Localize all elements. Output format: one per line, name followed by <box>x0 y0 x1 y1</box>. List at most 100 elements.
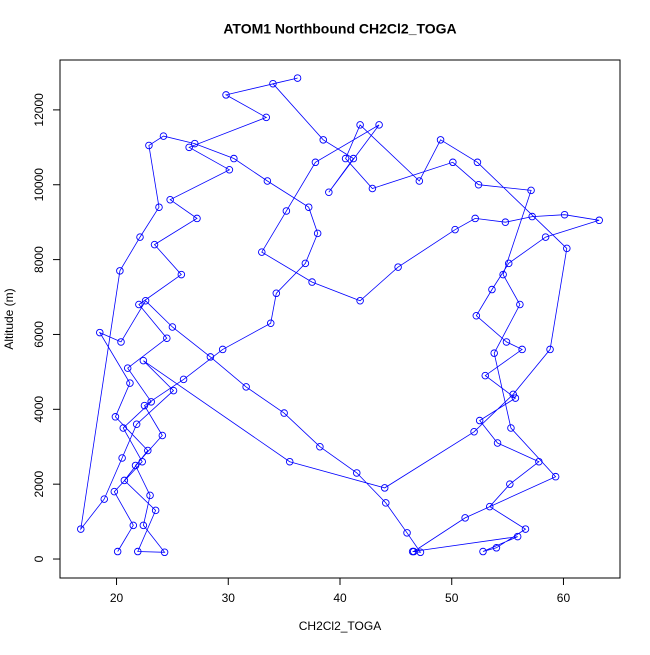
data-point <box>190 139 199 148</box>
data-point <box>316 442 324 451</box>
data-point <box>117 338 125 346</box>
data-point <box>319 136 327 144</box>
data-point <box>242 383 250 391</box>
data-point <box>151 506 160 515</box>
data-point <box>150 240 159 249</box>
data-point <box>516 300 524 309</box>
data-point <box>258 248 266 256</box>
chart-title: ATOM1 Northbound CH2Cl2_TOGA <box>223 21 456 37</box>
y-tick-label: 12000 <box>32 93 46 127</box>
y-tick-label: 0 <box>32 555 46 562</box>
data-point <box>436 136 445 144</box>
data-point <box>451 225 459 234</box>
data-point <box>206 353 215 361</box>
data-point <box>116 267 124 275</box>
data-point <box>546 345 554 354</box>
data-point <box>504 259 513 268</box>
data-point <box>262 113 271 122</box>
data-point <box>304 203 313 211</box>
data-point <box>492 544 501 552</box>
data-point <box>481 371 490 380</box>
data-point <box>218 345 227 354</box>
data-point <box>135 300 143 309</box>
y-tick-label: 6000 <box>32 321 46 348</box>
data-point <box>485 502 494 511</box>
x-axis-title: CH2Cl2_TOGA <box>299 619 381 633</box>
data-point <box>169 386 178 395</box>
data-point <box>120 476 129 485</box>
data-point <box>160 548 169 557</box>
y-tick-label: 8000 <box>32 246 46 273</box>
data-point <box>155 203 163 211</box>
data-point <box>266 319 275 327</box>
y-axis-title: Altitude (m) <box>2 288 16 349</box>
y-tick-label: 10000 <box>32 168 46 202</box>
data-point <box>473 158 482 167</box>
data-point <box>527 186 535 195</box>
data-point <box>521 525 530 533</box>
data-point <box>560 210 569 219</box>
data-point <box>282 207 291 215</box>
data-point <box>118 454 126 462</box>
data-point <box>308 278 316 286</box>
data-point <box>193 214 201 223</box>
data-point <box>166 195 174 204</box>
data-point <box>535 457 543 466</box>
data-point <box>449 158 457 167</box>
data-point <box>499 270 507 279</box>
data-point <box>375 121 383 129</box>
data-point <box>179 375 188 384</box>
data-point <box>140 401 149 410</box>
data-point <box>147 398 155 406</box>
data-point <box>168 323 177 331</box>
data-point <box>506 480 514 488</box>
data-point <box>353 469 361 477</box>
data-point <box>177 270 186 279</box>
y-tick-label: 2000 <box>32 470 46 497</box>
data-point <box>380 484 389 492</box>
data-point <box>96 328 104 337</box>
data-point <box>595 216 603 225</box>
data-point <box>311 158 320 167</box>
data-point <box>159 132 168 140</box>
x-tick-label: 40 <box>333 591 347 605</box>
data-point <box>136 233 144 241</box>
data-point <box>368 184 377 193</box>
data-point <box>349 154 358 163</box>
data-point <box>488 285 496 294</box>
data-point <box>110 487 119 496</box>
data-point <box>269 79 277 88</box>
data-point <box>528 212 536 221</box>
data-point <box>263 177 272 185</box>
y-tick-label: 4000 <box>32 396 46 423</box>
data-point <box>541 233 550 241</box>
data-point <box>394 263 402 271</box>
x-tick-label: 30 <box>222 591 236 605</box>
x-tick-label: 20 <box>110 591 124 605</box>
data-point <box>415 177 424 185</box>
data-point <box>470 428 478 436</box>
data-point <box>474 180 483 189</box>
data-point <box>113 547 122 556</box>
data-point <box>293 74 302 82</box>
data-point <box>131 461 140 470</box>
data-point <box>518 345 526 354</box>
data-point <box>356 121 364 129</box>
data-point <box>409 547 418 556</box>
data-line <box>80 77 600 553</box>
data-point <box>111 413 120 421</box>
data-point <box>126 379 134 387</box>
data-point <box>472 311 481 320</box>
data-point <box>490 349 498 357</box>
data-point <box>222 91 230 99</box>
data-point <box>341 154 350 163</box>
data-point <box>501 218 510 226</box>
data-point <box>163 334 171 342</box>
data-point <box>461 514 469 522</box>
data-point <box>139 521 148 530</box>
data-point <box>225 166 234 174</box>
data-point <box>77 525 85 533</box>
data-point <box>139 356 148 365</box>
